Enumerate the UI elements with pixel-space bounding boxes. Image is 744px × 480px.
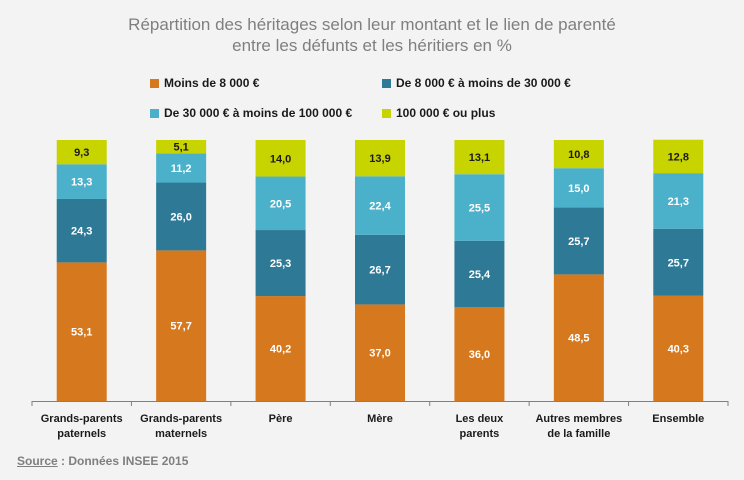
data-label-2-4: 5,1 — [173, 142, 188, 154]
bar-segment-7-2 — [653, 228, 704, 296]
data-label-3-1: 40,2 — [270, 344, 291, 356]
bar-segment-2-1 — [156, 250, 207, 401]
bar-segment-6-2 — [553, 207, 604, 275]
data-label-5-3: 25,5 — [469, 202, 490, 214]
data-label-7-4: 12,8 — [668, 151, 689, 163]
data-label-6-1: 48,5 — [568, 333, 589, 345]
category-label-7-1: Ensemble — [652, 413, 704, 425]
legend-swatch-4 — [382, 108, 391, 118]
bar-segment-4-3 — [355, 176, 405, 235]
source-text: : Données INSEE 2015 — [57, 454, 189, 468]
chart-title: Répartition des héritages selon leur mon… — [0, 14, 744, 56]
bar-segment-6-1 — [553, 274, 604, 401]
data-label-4-3: 22,4 — [369, 201, 391, 213]
legend-label-3: De 30 000 € à moins de 100 000 € — [164, 106, 353, 120]
chart-title-line2: entre les défunts et les héritiers en % — [232, 36, 512, 55]
bar-segment-4-1 — [355, 304, 405, 401]
data-label-6-4: 10,8 — [568, 149, 589, 161]
bar-segment-7-1 — [653, 295, 704, 401]
legend-swatch-3 — [150, 108, 159, 118]
data-label-2-2: 26,0 — [170, 211, 191, 223]
category-label-4-1: Mère — [367, 413, 393, 425]
legend-swatch-1 — [150, 78, 159, 88]
category-label-2-2: maternels — [155, 428, 207, 440]
bar-segment-5-4 — [454, 140, 505, 175]
data-label-3-3: 20,5 — [270, 198, 291, 210]
category-label-6-1: Autres membres — [535, 413, 622, 425]
data-label-1-3: 13,3 — [71, 177, 92, 189]
data-label-4-4: 13,9 — [369, 153, 390, 165]
data-label-1-4: 9,3 — [74, 147, 89, 159]
data-label-7-3: 21,3 — [668, 196, 689, 208]
bar-segment-5-1 — [454, 307, 505, 401]
bar-segment-1-1 — [56, 262, 107, 401]
data-label-1-2: 24,3 — [71, 226, 92, 238]
legend-item-1: Moins de 8 000 € — [150, 76, 259, 90]
legend-item-4: 100 000 € ou plus — [382, 106, 495, 120]
source-label: Source — [17, 454, 58, 468]
bar-segment-7-3 — [653, 173, 704, 229]
data-label-1-1: 53,1 — [71, 327, 92, 339]
bar-segment-5-3 — [454, 174, 505, 241]
bar-segment-3-4 — [255, 140, 306, 177]
data-label-5-1: 36,0 — [469, 349, 490, 361]
data-label-3-4: 14,0 — [270, 153, 291, 165]
category-label-1-1: Grands-parents — [41, 413, 123, 425]
legend-swatch-2 — [382, 78, 391, 88]
bar-segment-2-3 — [156, 153, 207, 183]
data-label-5-4: 13,1 — [469, 152, 490, 164]
data-label-4-2: 26,7 — [369, 265, 390, 277]
bar-segment-1-3 — [56, 164, 107, 199]
category-label-5-2: parents — [460, 428, 500, 440]
category-label-2-1: Grands-parents — [140, 413, 222, 425]
data-label-6-3: 15,0 — [568, 183, 589, 195]
data-label-7-1: 40,3 — [668, 343, 689, 355]
bar-segment-6-4 — [553, 140, 604, 169]
bar-segment-1-2 — [56, 198, 107, 263]
category-label-1-2: paternels — [57, 428, 106, 440]
bar-segment-7-4 — [653, 139, 704, 174]
legend-label-1: Moins de 8 000 € — [164, 76, 260, 90]
category-label-3-1: Père — [269, 413, 293, 425]
chart-title-line1: Répartition des héritages selon leur mon… — [128, 15, 616, 34]
legend-label-2: De 8 000 € à moins de 30 000 € — [396, 76, 571, 90]
legend-item-3: De 30 000 € à moins de 100 000 € — [150, 106, 352, 120]
bar-segment-5-2 — [454, 240, 505, 308]
data-label-5-2: 25,4 — [469, 269, 491, 281]
bar-segment-4-2 — [355, 234, 405, 305]
source-note: Source : Données INSEE 2015 — [17, 454, 188, 468]
bar-segment-4-4 — [355, 140, 405, 177]
bar-segment-1-4 — [56, 140, 107, 165]
bar-segment-2-2 — [156, 182, 207, 251]
bar-segment-2-4 — [156, 140, 207, 154]
data-label-4-1: 37,0 — [369, 348, 390, 360]
bar-segment-3-3 — [255, 176, 306, 231]
legend-label-4: 100 000 € ou plus — [396, 106, 496, 120]
data-label-7-2: 25,7 — [668, 257, 689, 269]
bar-segment-6-3 — [553, 168, 604, 208]
data-label-3-2: 25,3 — [270, 258, 291, 270]
data-label-2-1: 57,7 — [170, 321, 191, 333]
data-label-2-3: 11,2 — [171, 163, 192, 175]
category-label-6-2: de la famille — [547, 428, 610, 440]
bar-segment-3-1 — [255, 296, 306, 401]
legend-item-2: De 8 000 € à moins de 30 000 € — [382, 76, 571, 90]
data-label-6-2: 25,7 — [568, 236, 589, 248]
bar-segment-3-2 — [255, 230, 306, 297]
category-label-5-1: Les deux — [456, 413, 505, 425]
